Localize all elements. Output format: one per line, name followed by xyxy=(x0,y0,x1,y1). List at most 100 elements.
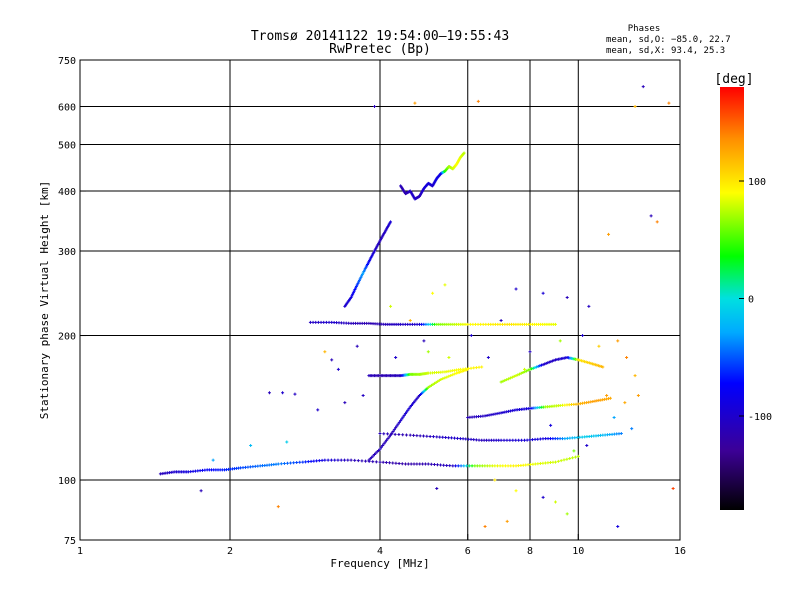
y-tick-label: 500 xyxy=(58,141,76,152)
data-point xyxy=(636,394,640,398)
data-point xyxy=(267,391,271,395)
data-point xyxy=(623,401,627,405)
data-point xyxy=(448,464,452,468)
data-point xyxy=(349,296,353,300)
data-point xyxy=(438,435,442,439)
data-point xyxy=(472,438,476,442)
data-point xyxy=(447,355,451,359)
data-point xyxy=(649,214,653,218)
data-point xyxy=(403,412,407,416)
data-point xyxy=(356,281,360,285)
data-point xyxy=(351,291,355,295)
data-point xyxy=(327,320,331,324)
data-point xyxy=(393,432,397,436)
data-point xyxy=(541,363,545,367)
data-point xyxy=(285,461,289,465)
x-tick-label: 1 xyxy=(77,546,83,557)
data-point xyxy=(211,458,215,462)
data-point xyxy=(389,304,393,308)
data-point xyxy=(466,437,470,441)
data-point xyxy=(351,292,355,296)
data-point xyxy=(451,373,455,377)
data-point xyxy=(383,440,387,444)
data-point xyxy=(530,367,534,371)
data-point xyxy=(544,361,548,365)
data-point xyxy=(401,433,405,437)
data-point xyxy=(671,487,675,491)
data-point xyxy=(548,461,552,465)
data-point xyxy=(384,461,388,465)
data-point xyxy=(535,365,539,369)
data-point xyxy=(511,464,515,468)
data-point xyxy=(597,344,601,348)
data-point xyxy=(353,458,357,462)
data-point xyxy=(476,99,480,103)
data-point xyxy=(607,232,611,236)
data-point xyxy=(382,432,386,436)
data-point xyxy=(354,284,358,288)
data-point xyxy=(641,85,645,89)
data-point xyxy=(523,367,527,371)
data-point xyxy=(514,374,518,378)
data-point xyxy=(454,464,458,468)
y-tick-label: 600 xyxy=(58,103,76,114)
data-point xyxy=(391,461,395,465)
y-tick-label: 300 xyxy=(58,247,76,258)
data-point xyxy=(541,495,545,499)
data-point xyxy=(415,434,419,438)
data-point xyxy=(471,322,475,326)
data-point xyxy=(408,318,412,322)
data-point xyxy=(447,374,451,378)
data-point xyxy=(315,459,319,463)
data-point xyxy=(435,463,439,467)
data-point xyxy=(428,384,432,388)
data-point xyxy=(371,460,375,464)
data-point xyxy=(322,320,326,324)
data-point xyxy=(469,437,473,441)
data-point xyxy=(311,320,315,324)
data-point xyxy=(667,101,671,105)
data-point xyxy=(546,361,550,365)
data-point xyxy=(329,458,333,462)
data-point xyxy=(605,394,609,398)
data-point xyxy=(429,462,433,466)
data-point xyxy=(289,461,293,465)
data-point xyxy=(397,420,401,424)
data-point xyxy=(323,350,327,354)
data-point xyxy=(514,287,518,291)
data-point xyxy=(472,366,476,370)
x-tick-label: 10 xyxy=(572,546,584,557)
data-point xyxy=(541,461,545,465)
data-point xyxy=(385,438,389,442)
chart-subtitle: RwPretec (Bp) xyxy=(329,42,431,57)
data-point xyxy=(493,478,497,482)
chart-title: Tromsø 20141122 19:54:00–19:55:43 xyxy=(251,29,509,44)
data-point xyxy=(538,437,542,441)
data-point xyxy=(401,415,405,419)
data-point xyxy=(434,380,438,384)
data-point xyxy=(409,462,413,466)
data-point xyxy=(585,444,589,448)
data-point xyxy=(282,462,286,466)
data-point xyxy=(458,437,462,441)
data-point xyxy=(426,350,430,354)
x-tick-label: 6 xyxy=(465,546,471,557)
data-point xyxy=(361,394,365,398)
data-point xyxy=(333,458,337,462)
data-point xyxy=(568,457,572,461)
data-point xyxy=(346,458,350,462)
x-tick-label: 8 xyxy=(527,546,533,557)
colorbar-label: [deg] xyxy=(714,72,753,87)
data-point xyxy=(498,464,502,468)
x-axis-label: Frequency [MHz] xyxy=(330,557,429,570)
data-point xyxy=(295,461,299,465)
data-point xyxy=(474,366,478,370)
x-tick-label: 16 xyxy=(674,546,686,557)
data-point xyxy=(407,407,411,411)
data-point xyxy=(536,364,540,368)
data-point xyxy=(298,460,302,464)
data-point xyxy=(518,372,522,376)
y-axis-label: Stationary phase Virtual Height [km] xyxy=(38,181,51,419)
data-point xyxy=(477,365,481,369)
